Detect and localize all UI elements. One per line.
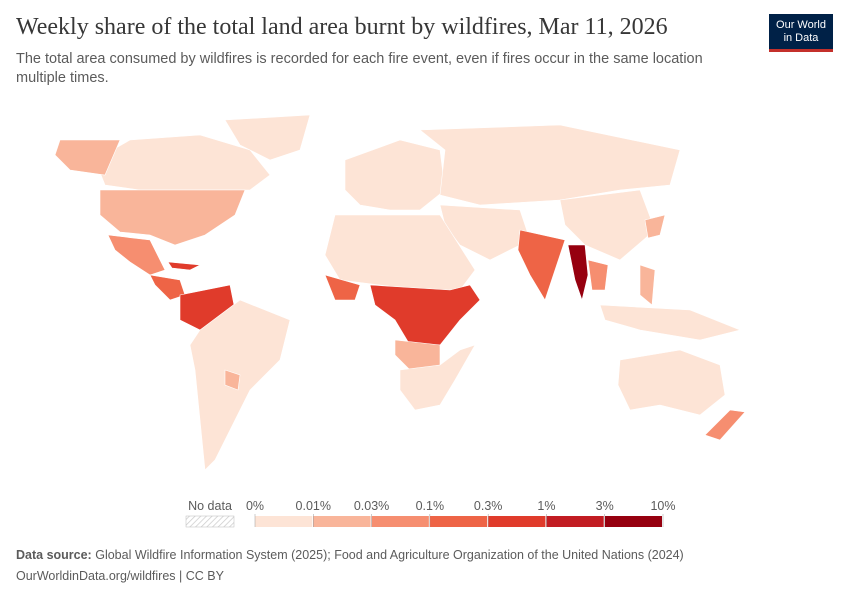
country — [324, 274, 361, 301]
map — [54, 114, 746, 471]
legend-tick-label: 3% — [596, 499, 614, 513]
country — [107, 234, 166, 276]
country — [189, 299, 291, 471]
legend-bin — [255, 516, 313, 527]
country — [559, 189, 656, 261]
url[interactable]: OurWorldinData.org/wildfires | CC BY — [16, 569, 224, 583]
country — [224, 369, 241, 391]
country — [394, 339, 441, 371]
legend-tick-label: 0.01% — [296, 499, 331, 513]
country — [99, 189, 246, 246]
country — [344, 139, 446, 211]
legend-tick-label: 0.1% — [416, 499, 445, 513]
source-text: Global Wildfire Information System (2025… — [95, 548, 684, 562]
legend-tick-label: 0.3% — [474, 499, 503, 513]
subtitle: The total area consumed by wildfires is … — [16, 51, 703, 86]
no-data-label: No data — [188, 499, 232, 513]
country — [517, 229, 566, 301]
legend-tick-label: 10% — [650, 499, 675, 513]
source: Data source: Global Wildfire Information… — [16, 548, 684, 562]
legend-bin — [371, 516, 429, 527]
no-data-swatch — [185, 515, 235, 528]
country — [167, 261, 202, 271]
legend-tick-label: 1% — [537, 499, 555, 513]
country — [149, 274, 186, 301]
logo[interactable]: Our World in Data — [769, 14, 833, 52]
country — [369, 284, 481, 346]
country — [617, 349, 726, 416]
title: Weekly share of the total land area burn… — [16, 14, 668, 40]
country — [639, 264, 656, 306]
source-label: Data source: — [16, 548, 92, 562]
legend-bin — [313, 516, 371, 527]
country — [224, 114, 311, 161]
country — [419, 124, 681, 206]
country — [644, 214, 666, 239]
legend-bin — [488, 516, 546, 527]
legend-tick-label: 0.03% — [354, 499, 389, 513]
logo-text: Our World — [776, 19, 826, 31]
country — [54, 139, 121, 176]
legend-bin — [546, 516, 604, 527]
legend-bin — [429, 516, 488, 527]
legend-tick-label: 0% — [246, 499, 264, 513]
legend-bin — [604, 516, 662, 527]
country — [567, 244, 589, 302]
countries — [54, 114, 746, 471]
country — [399, 344, 476, 411]
country — [599, 304, 741, 341]
legend: No data 0% 0.01% 0.03% 0.1% 0.3% 1% 3% 10% — [185, 499, 676, 528]
country — [587, 259, 609, 291]
country — [704, 409, 746, 441]
logo-text: in Data — [783, 32, 819, 44]
